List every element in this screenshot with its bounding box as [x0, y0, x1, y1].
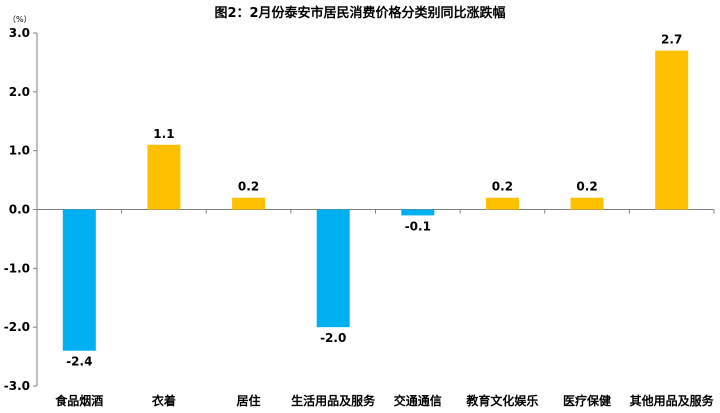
y-tick-label: 1.0: [9, 144, 30, 158]
data-label: -2.0: [320, 331, 346, 345]
category-label: 医疗保健: [563, 393, 612, 408]
data-label: -2.4: [66, 355, 92, 369]
category-label: 交通通信: [394, 393, 442, 408]
bar: [401, 209, 435, 216]
bar: [232, 197, 266, 210]
data-label: 0.2: [492, 180, 513, 194]
bar: [147, 144, 181, 210]
data-label: 1.1: [153, 127, 174, 141]
bar: [316, 209, 350, 328]
chart-axes: （%） 3.0 2.0 1.0 0.0 -1.0 -2.0 -3.0: [4, 15, 715, 393]
data-label: 0.2: [576, 180, 597, 194]
category-label: 食品烟酒: [54, 393, 103, 408]
y-tick-label: -1.0: [4, 261, 30, 275]
category-label: 教育文化娱乐: [465, 393, 538, 408]
data-label: -0.1: [405, 219, 431, 233]
y-tick-label: -2.0: [4, 320, 30, 334]
y-tick-label: -3.0: [4, 379, 30, 393]
chart-labels: -2.4 食品烟酒 1.1 衣着 0.2 居住 -2.0 生活用品及服务 -0.1 交通通信 0.2…: [54, 33, 714, 408]
y-tick-label: 3.0: [9, 26, 30, 40]
bar: [62, 209, 96, 351]
category-label: 居住: [237, 393, 261, 408]
category-label: 生活用品及服务: [291, 393, 376, 408]
y-tick-label: 2.0: [9, 85, 30, 99]
data-label: 2.7: [661, 33, 682, 47]
bar: [655, 50, 689, 210]
category-label: 其他用品及服务: [630, 393, 715, 408]
category-label: 衣着: [152, 393, 176, 408]
bar: [570, 197, 604, 210]
y-tick-label: 0.0: [9, 203, 30, 217]
bar: [485, 197, 519, 210]
bar-series: [62, 50, 689, 351]
chart-title: 图2：2月份泰安市居民消费价格分类别同比涨跌幅: [214, 6, 506, 21]
y-axis-unit: （%）: [8, 15, 32, 24]
data-label: 0.2: [238, 180, 259, 194]
